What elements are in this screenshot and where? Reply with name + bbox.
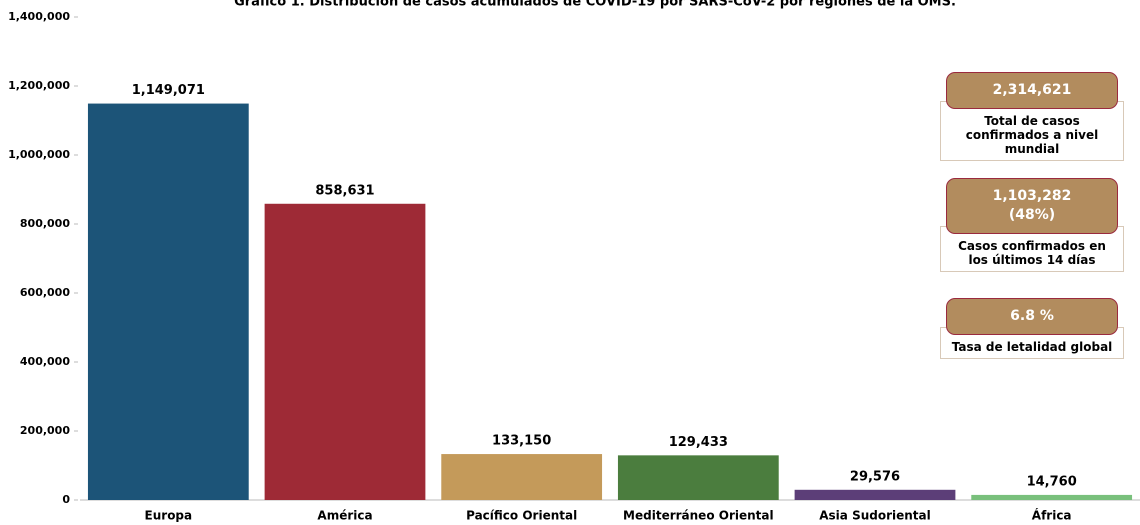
y-tick-label: 0 bbox=[62, 493, 70, 506]
info-box: 2,314,621 Total de casos confirmados a ni… bbox=[940, 72, 1124, 161]
y-tick-label: 600,000 bbox=[20, 286, 70, 299]
info-header: 6.8 % bbox=[946, 298, 1118, 335]
info-box: 1,103,282 (48%) Casos confirmados en los ú… bbox=[940, 178, 1124, 272]
bar bbox=[617, 455, 779, 500]
x-tick-label: Pacífico Oriental bbox=[466, 509, 577, 523]
bar bbox=[971, 494, 1133, 500]
y-tick-label: 1,000,000 bbox=[8, 148, 70, 161]
x-tick-label: Asia Sudoriental bbox=[819, 509, 931, 523]
x-tick-label: África bbox=[1032, 508, 1072, 523]
value-label: 1,149,071 bbox=[132, 83, 205, 98]
info-value: (48%) bbox=[1008, 207, 1056, 223]
info-header: 1,103,282 (48%) bbox=[946, 178, 1118, 234]
y-tick-label: 1,400,000 bbox=[8, 10, 70, 23]
x-tick-label: Europa bbox=[145, 509, 193, 523]
value-label: 14,760 bbox=[1027, 474, 1077, 489]
bar bbox=[87, 103, 249, 501]
y-tick-label: 1,200,000 bbox=[8, 79, 70, 92]
info-box: 6.8 % Tasa de letalidad global bbox=[940, 298, 1124, 359]
value-label: 129,433 bbox=[669, 435, 728, 450]
y-tick-label: 200,000 bbox=[20, 424, 70, 437]
value-label: 29,576 bbox=[850, 469, 900, 484]
info-value: 2,314,621 bbox=[992, 82, 1072, 98]
chart-title: Gráfico 1. Distribución de casos acumula… bbox=[234, 0, 956, 10]
info-text: Total de casos confirmados a nivel mundi… bbox=[940, 101, 1124, 161]
bar bbox=[794, 489, 956, 500]
y-tick-label: 400,000 bbox=[20, 355, 70, 368]
info-value: 1,103,282 bbox=[992, 188, 1072, 204]
bar bbox=[441, 454, 603, 500]
y-tick-label: 800,000 bbox=[20, 217, 70, 230]
value-label: 133,150 bbox=[492, 434, 551, 449]
x-tick-label: Mediterráneo Oriental bbox=[623, 509, 774, 523]
info-header: 2,314,621 bbox=[946, 72, 1118, 109]
bar bbox=[264, 203, 426, 500]
value-label: 858,631 bbox=[315, 183, 374, 198]
info-value: 6.8 % bbox=[1010, 308, 1054, 324]
x-tick-label: América bbox=[317, 509, 372, 523]
